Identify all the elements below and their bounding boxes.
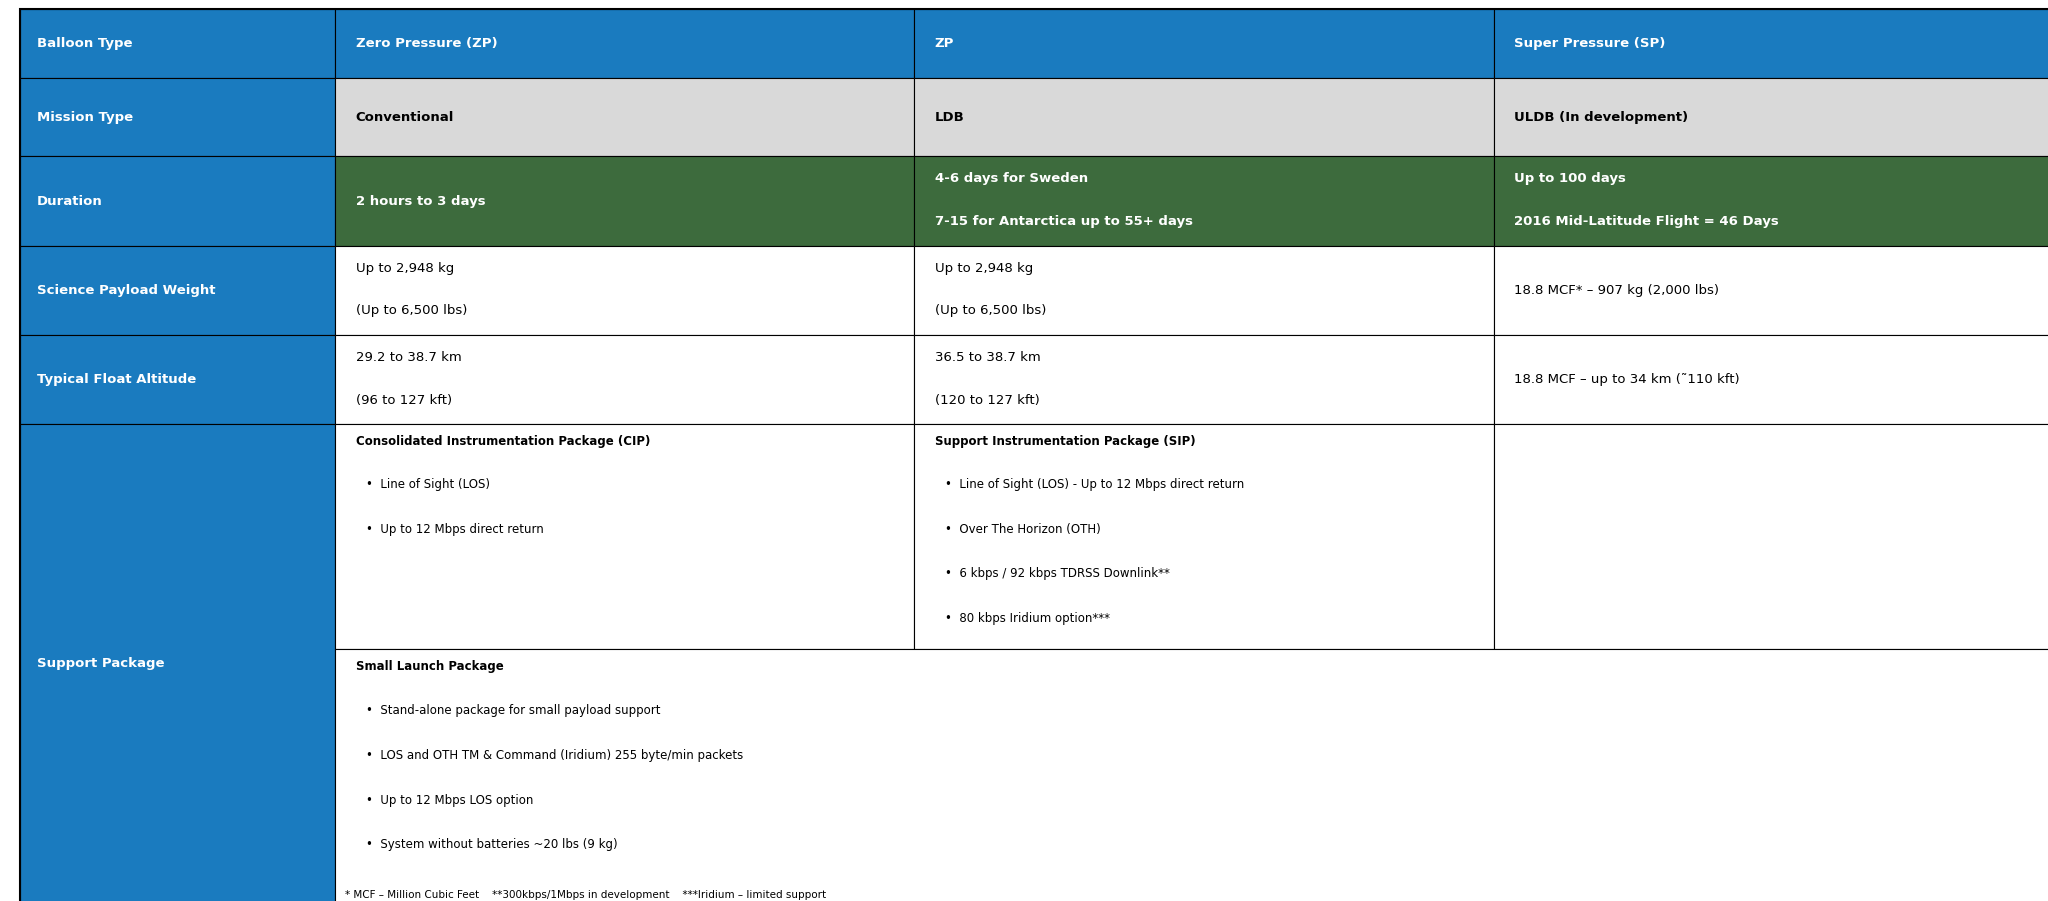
FancyBboxPatch shape	[1493, 9, 2048, 77]
FancyBboxPatch shape	[20, 335, 336, 424]
Text: Balloon Type: Balloon Type	[37, 37, 131, 50]
FancyBboxPatch shape	[1493, 335, 2048, 424]
Text: Support Instrumentation Package (SIP): Support Instrumentation Package (SIP)	[934, 435, 1196, 448]
FancyBboxPatch shape	[915, 77, 1493, 157]
Text: Up to 2,948 kg: Up to 2,948 kg	[934, 261, 1032, 275]
Text: •  Line of Sight (LOS): • Line of Sight (LOS)	[367, 478, 489, 491]
FancyBboxPatch shape	[915, 9, 1493, 77]
FancyBboxPatch shape	[915, 424, 1493, 649]
FancyBboxPatch shape	[336, 77, 915, 157]
Text: 2 hours to 3 days: 2 hours to 3 days	[356, 195, 485, 207]
Text: •  Over The Horizon (OTH): • Over The Horizon (OTH)	[944, 523, 1100, 536]
FancyBboxPatch shape	[20, 424, 336, 901]
FancyBboxPatch shape	[915, 246, 1493, 335]
Text: Science Payload Weight: Science Payload Weight	[37, 284, 215, 296]
Text: 36.5 to 38.7 km: 36.5 to 38.7 km	[934, 350, 1040, 364]
Text: (Up to 6,500 lbs): (Up to 6,500 lbs)	[934, 305, 1047, 317]
Text: Typical Float Altitude: Typical Float Altitude	[37, 373, 197, 387]
Text: Support Package: Support Package	[37, 657, 164, 670]
Text: Super Pressure (SP): Super Pressure (SP)	[1513, 37, 1665, 50]
FancyBboxPatch shape	[20, 157, 336, 246]
FancyBboxPatch shape	[336, 335, 915, 424]
FancyBboxPatch shape	[1493, 77, 2048, 157]
Text: Small Launch Package: Small Launch Package	[356, 660, 504, 673]
FancyBboxPatch shape	[336, 9, 915, 77]
FancyBboxPatch shape	[20, 9, 336, 77]
Text: Consolidated Instrumentation Package (CIP): Consolidated Instrumentation Package (CI…	[356, 435, 649, 448]
FancyBboxPatch shape	[1493, 424, 2048, 649]
Text: •  Up to 12 Mbps LOS option: • Up to 12 Mbps LOS option	[367, 794, 532, 806]
FancyBboxPatch shape	[20, 77, 336, 157]
Text: ULDB (In development): ULDB (In development)	[1513, 111, 1688, 123]
Text: 18.8 MCF* – 907 kg (2,000 lbs): 18.8 MCF* – 907 kg (2,000 lbs)	[1513, 284, 1718, 296]
Text: LDB: LDB	[934, 111, 965, 123]
FancyBboxPatch shape	[1493, 157, 2048, 246]
Text: * MCF – Million Cubic Feet    **300kbps/1Mbps in development    ***Iridium – lim: * MCF – Million Cubic Feet **300kbps/1Mb…	[346, 890, 827, 900]
Text: 18.8 MCF – up to 34 km (˜110 kft): 18.8 MCF – up to 34 km (˜110 kft)	[1513, 373, 1739, 387]
Text: (Up to 6,500 lbs): (Up to 6,500 lbs)	[356, 305, 467, 317]
Text: •  6 kbps / 92 kbps TDRSS Downlink**: • 6 kbps / 92 kbps TDRSS Downlink**	[944, 568, 1169, 580]
Text: 4-6 days for Sweden: 4-6 days for Sweden	[934, 172, 1087, 186]
Text: Up to 2,948 kg: Up to 2,948 kg	[356, 261, 455, 275]
FancyBboxPatch shape	[336, 157, 915, 246]
Text: •  Line of Sight (LOS) - Up to 12 Mbps direct return: • Line of Sight (LOS) - Up to 12 Mbps di…	[944, 478, 1245, 491]
Text: Zero Pressure (ZP): Zero Pressure (ZP)	[356, 37, 498, 50]
FancyBboxPatch shape	[915, 335, 1493, 424]
Text: Up to 100 days: Up to 100 days	[1513, 172, 1626, 186]
Text: (96 to 127 kft): (96 to 127 kft)	[356, 394, 453, 406]
FancyBboxPatch shape	[336, 649, 2048, 901]
FancyBboxPatch shape	[915, 157, 1493, 246]
Text: •  Up to 12 Mbps direct return: • Up to 12 Mbps direct return	[367, 523, 543, 536]
FancyBboxPatch shape	[1493, 246, 2048, 335]
Text: •  Stand-alone package for small payload support: • Stand-alone package for small payload …	[367, 705, 659, 717]
Text: ZP: ZP	[934, 37, 954, 50]
FancyBboxPatch shape	[336, 424, 915, 649]
FancyBboxPatch shape	[336, 246, 915, 335]
Text: 29.2 to 38.7 km: 29.2 to 38.7 km	[356, 350, 461, 364]
Text: 7-15 for Antarctica up to 55+ days: 7-15 for Antarctica up to 55+ days	[934, 215, 1192, 228]
Text: Duration: Duration	[37, 195, 102, 207]
Text: •  80 kbps Iridium option***: • 80 kbps Iridium option***	[944, 612, 1110, 625]
FancyBboxPatch shape	[20, 246, 336, 335]
Text: •  LOS and OTH TM & Command (Iridium) 255 byte/min packets: • LOS and OTH TM & Command (Iridium) 255…	[367, 749, 743, 762]
Text: Mission Type: Mission Type	[37, 111, 133, 123]
Text: Conventional: Conventional	[356, 111, 455, 123]
Text: •  System without batteries ~20 lbs (9 kg): • System without batteries ~20 lbs (9 kg…	[367, 839, 616, 851]
Text: 2016 Mid-Latitude Flight = 46 Days: 2016 Mid-Latitude Flight = 46 Days	[1513, 215, 1778, 228]
Text: (120 to 127 kft): (120 to 127 kft)	[934, 394, 1040, 406]
